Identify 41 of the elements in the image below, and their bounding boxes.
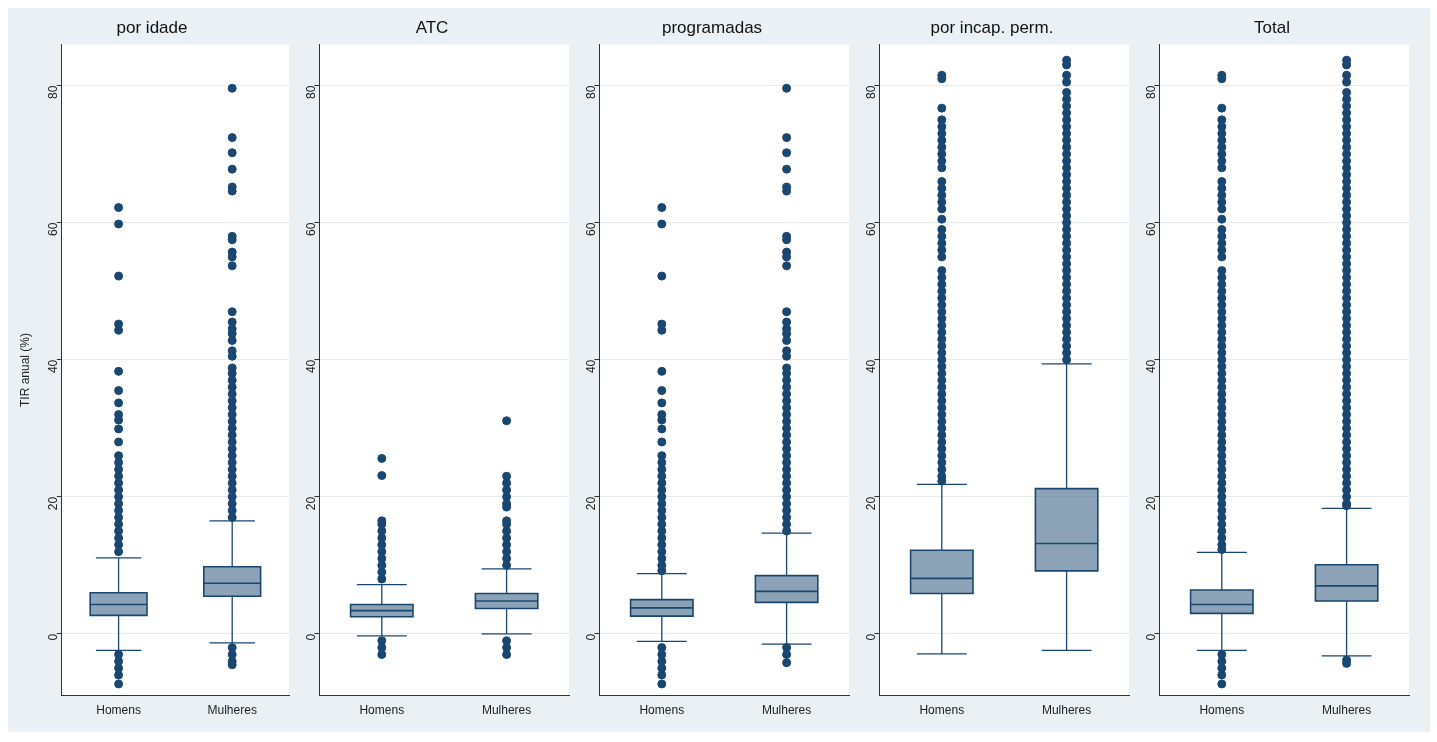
- x-tick-label: Homens: [359, 703, 405, 718]
- y-tick-label: 40: [863, 359, 878, 374]
- y-tick-label: 20: [863, 496, 878, 511]
- y-tick-label: 80: [1143, 85, 1158, 99]
- y-tick-label: 80: [46, 85, 61, 99]
- y-tick-label: 60: [46, 222, 61, 236]
- chart-title: por idade: [116, 17, 188, 37]
- x-tick-label: Mulheres: [207, 703, 257, 718]
- y-tick-label: 80: [863, 85, 878, 99]
- y-tick-label: 80: [303, 85, 318, 99]
- y-tick-label: 40: [1143, 359, 1158, 374]
- chart-title: ATC: [415, 17, 449, 37]
- x-tick-label: Homens: [919, 703, 965, 718]
- y-tick-label: 20: [583, 496, 598, 511]
- chart-title: programadas: [661, 17, 763, 37]
- y-tick-label: 60: [583, 222, 598, 236]
- y-tick-label: 0: [303, 633, 318, 641]
- y-tick-label: 0: [46, 633, 61, 641]
- x-tick-label: Mulheres: [1041, 703, 1092, 718]
- chart-title: Total: [1254, 17, 1290, 37]
- y-tick-label: 40: [303, 359, 318, 374]
- y-tick-label: 20: [303, 496, 318, 511]
- y-tick-label: 80: [583, 85, 598, 99]
- x-tick-label: Mulheres: [1321, 703, 1372, 718]
- y-tick-label: 20: [46, 496, 61, 511]
- y-tick-label: 60: [303, 222, 318, 236]
- x-tick-label: Mulheres: [481, 703, 532, 718]
- y-axis-title: TIR anual (%): [17, 332, 32, 408]
- y-tick-label: 0: [1143, 633, 1158, 641]
- chart-title: por incap. perm.: [930, 17, 1054, 37]
- y-tick-label: 40: [583, 359, 598, 374]
- y-tick-label: 40: [46, 359, 61, 374]
- y-tick-label: 20: [1143, 496, 1158, 511]
- x-tick-label: Homens: [96, 703, 141, 718]
- y-tick-label: 0: [863, 633, 878, 641]
- y-tick-label: 0: [583, 633, 598, 641]
- y-tick-label: 60: [1143, 222, 1158, 236]
- x-tick-label: Homens: [639, 703, 685, 718]
- x-tick-label: Homens: [1199, 703, 1245, 718]
- y-tick-label: 60: [863, 222, 878, 236]
- x-tick-label: Mulheres: [761, 703, 812, 718]
